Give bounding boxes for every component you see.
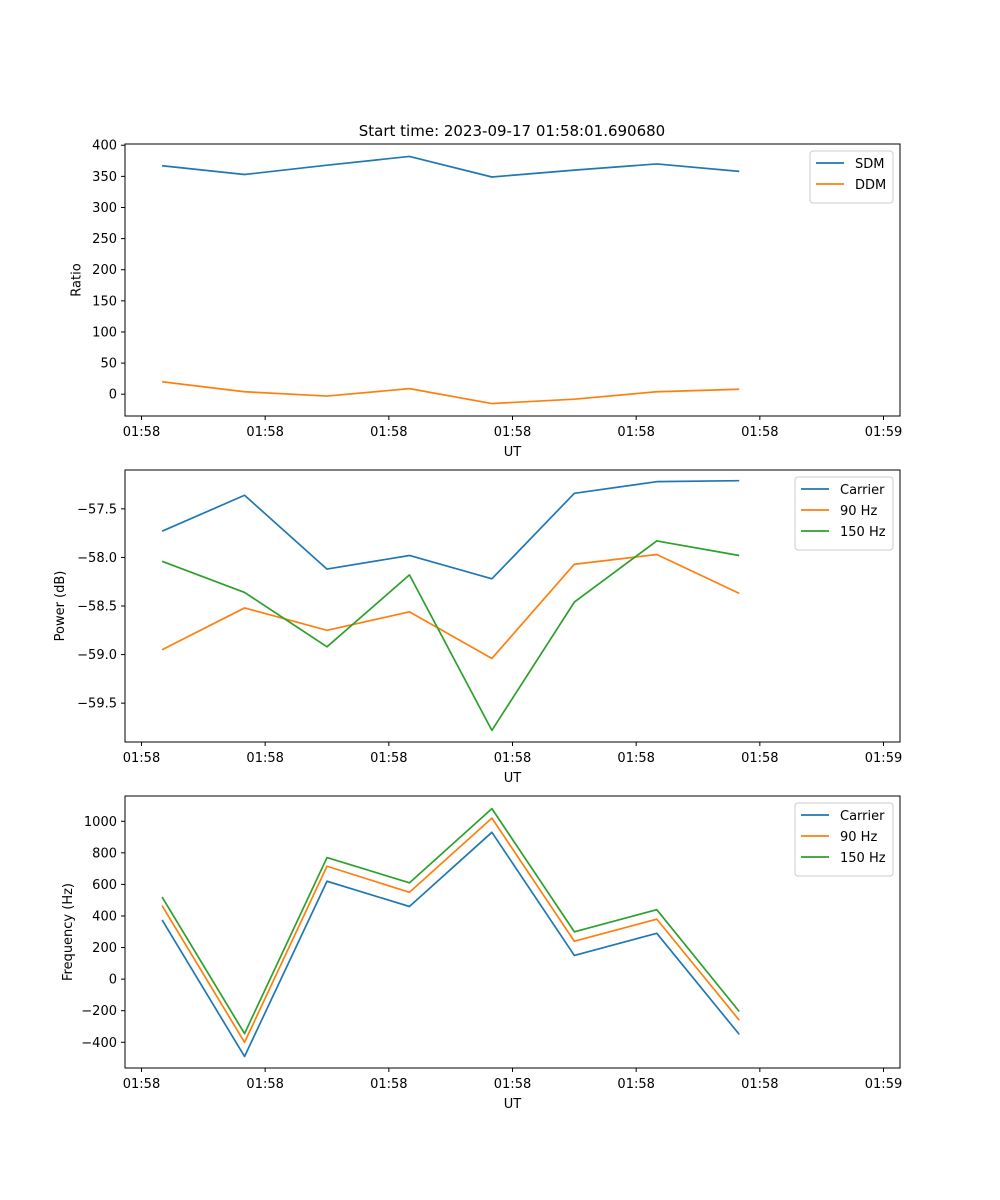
series-line-sdm xyxy=(162,155,740,178)
legend-label: 90 Hz xyxy=(840,504,877,519)
y-tick-label: 200 xyxy=(92,941,117,956)
legend: Carrier 90 Hz 150 Hz xyxy=(794,476,894,551)
chart-panel-1: 01:58 01:58 01:58 01:58 01:58 01:58 01:59 UT 0 50… xyxy=(69,139,902,460)
legend-label: Carrier xyxy=(840,809,885,824)
legend-box xyxy=(809,150,894,204)
legend: Carrier 90 Hz 150 Hz xyxy=(794,802,894,877)
y-tick-label: 300 xyxy=(92,201,117,216)
y-tick-label: 50 xyxy=(100,357,117,372)
x-tick-label: 01:58 xyxy=(617,751,654,766)
x-tick-label: 01:58 xyxy=(370,751,407,766)
x-tick-label: 01:58 xyxy=(370,1077,407,1092)
y-tick-label: −58.0 xyxy=(77,551,117,566)
legend-label: 90 Hz xyxy=(840,830,877,845)
series-line-ddm xyxy=(161,380,740,405)
x-axis-label: UT xyxy=(504,445,522,460)
y-tick-label: −59.5 xyxy=(77,697,117,712)
y-tick-label: −59.0 xyxy=(77,648,117,663)
x-axis-label: UT xyxy=(504,771,522,786)
x-tick-label: 01:58 xyxy=(617,425,654,440)
x-tick-label: 01:58 xyxy=(123,1077,160,1092)
y-axis-label: Frequency (Hz) xyxy=(61,883,76,981)
x-tick-label: 01:59 xyxy=(865,1077,902,1092)
y-tick-label: 1000 xyxy=(84,815,117,830)
y-tick-label: 200 xyxy=(92,263,117,278)
series-line-150-hz xyxy=(161,807,740,1035)
x-tick-label: 01:59 xyxy=(865,751,902,766)
x-tick-label: 01:58 xyxy=(123,425,160,440)
legend-label: DDM xyxy=(855,178,886,193)
y-tick-label: 400 xyxy=(92,909,117,924)
y-tick-label: −400 xyxy=(81,1036,117,1051)
x-axis-label: UT xyxy=(504,1097,522,1112)
series-line-150-hz xyxy=(161,540,740,732)
x-tick-label: 01:58 xyxy=(494,1077,531,1092)
y-tick-label: 150 xyxy=(92,294,117,309)
figure-title: Start time: 2023-09-17 01:58:01.690680 xyxy=(359,122,665,140)
x-tick-label: 01:58 xyxy=(246,1077,283,1092)
y-axis-label: Ratio xyxy=(69,263,84,296)
y-tick-label: 600 xyxy=(92,878,117,893)
y-tick-label: 0 xyxy=(109,973,117,988)
y-tick-label: 350 xyxy=(92,170,117,185)
y-tick-label: 400 xyxy=(92,139,117,154)
y-tick-label: −57.5 xyxy=(77,502,117,517)
x-tick-label: 01:58 xyxy=(617,1077,654,1092)
series-lines xyxy=(161,807,740,1058)
x-tick-label: 01:58 xyxy=(494,751,531,766)
y-tick-label: 250 xyxy=(92,232,117,247)
y-tick-label: 100 xyxy=(92,325,117,340)
x-tick-label: 01:58 xyxy=(741,1077,778,1092)
x-tick-label: 01:59 xyxy=(865,425,902,440)
y-tick-label: 800 xyxy=(92,846,117,861)
chart-panel-2: 01:58 01:58 01:58 01:58 01:58 01:58 01:59 UT −59… xyxy=(53,469,902,786)
x-tick-label: 01:58 xyxy=(246,425,283,440)
y-axis-label: Power (dB) xyxy=(53,571,68,642)
y-tick-label: −58.5 xyxy=(77,600,117,615)
series-lines xyxy=(161,155,740,405)
series-line-carrier xyxy=(161,831,740,1058)
chart-panels: 01:58 01:58 01:58 01:58 01:58 01:58 01:59 UT 0 50… xyxy=(53,139,902,1112)
x-tick-label: 01:58 xyxy=(370,425,407,440)
x-tick-label: 01:58 xyxy=(494,425,531,440)
chart-panel-3: 01:58 01:58 01:58 01:58 01:58 01:58 01:59 UT −40… xyxy=(61,795,902,1112)
series-line-carrier xyxy=(161,479,740,580)
series-line-90-hz xyxy=(161,553,740,660)
y-tick-label: 0 xyxy=(109,388,117,403)
y-tick-label: −200 xyxy=(81,1004,117,1019)
legend-label: 150 Hz xyxy=(840,851,886,866)
legend-label: 150 Hz xyxy=(840,525,886,540)
legend-label: Carrier xyxy=(840,483,885,498)
x-tick-label: 01:58 xyxy=(741,425,778,440)
series-line-90-hz xyxy=(161,817,740,1044)
legend-label: SDM xyxy=(855,157,884,172)
series-lines xyxy=(161,479,740,732)
x-tick-label: 01:58 xyxy=(123,751,160,766)
x-tick-label: 01:58 xyxy=(246,751,283,766)
x-tick-label: 01:58 xyxy=(741,751,778,766)
legend: SDM DDM xyxy=(809,150,894,204)
